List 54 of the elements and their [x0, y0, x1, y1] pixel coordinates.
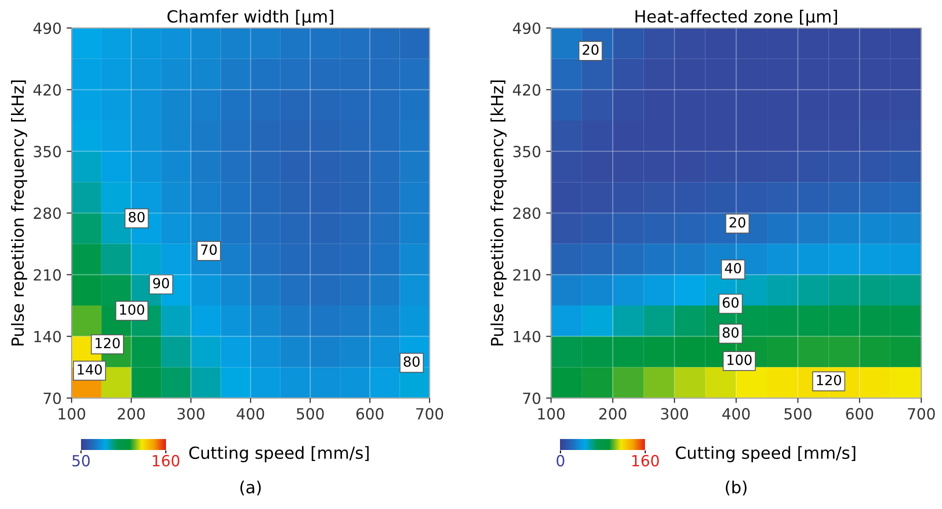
text: (a) — [240, 480, 261, 496]
annotation: 70 — [201, 244, 217, 255]
chart-title: Heat-affected zone [µm] — [636, 10, 837, 26]
color-bar-label: 50 — [72, 454, 90, 466]
annotation: 120 — [96, 338, 120, 348]
x-axis-title: Cutting speed [mm/s] — [676, 446, 856, 462]
y-tick-label: 70 — [44, 392, 61, 404]
annotation: 90 — [153, 278, 169, 288]
annotation: 80 — [404, 356, 420, 367]
annotation: 80 — [722, 327, 739, 338]
x-tick-label: 200 — [118, 408, 145, 420]
annotation: 140 — [78, 364, 102, 375]
color-bar-label: 160 — [152, 454, 180, 466]
y-tick-label: 280 — [34, 207, 61, 220]
annotation: 80 — [128, 212, 145, 222]
x-tick-label: 400 — [236, 408, 264, 420]
x-tick-label: 300 — [177, 408, 204, 420]
annotation: 20 — [582, 44, 598, 55]
y-tick-label: 210 — [34, 269, 61, 281]
x-tick-label: 700 — [416, 408, 444, 420]
y-axis-title: Pulse repetition frequency [kHz] — [11, 80, 28, 346]
x-tick-label: 400 — [722, 408, 750, 420]
y-tick-label: 210 — [513, 269, 540, 281]
y-tick-label: 280 — [513, 207, 540, 220]
annotation: 100 — [120, 304, 144, 315]
y-tick-label: 70 — [523, 392, 540, 404]
x-tick-label: 600 — [846, 408, 874, 420]
y-tick-label: 420 — [512, 84, 540, 96]
x-tick-label: 700 — [908, 408, 935, 420]
color-bar-label: 160 — [632, 454, 659, 466]
annotation: 120 — [816, 374, 842, 386]
y-tick-label: 140 — [34, 330, 61, 342]
chart-title: Chamfer width [µm] — [168, 10, 334, 26]
y-tick-label: 350 — [513, 146, 540, 158]
annotation: 20 — [730, 217, 746, 228]
y-tick-label: 490 — [33, 22, 61, 34]
annotation: 40 — [724, 262, 741, 274]
y-axis-title: Pulse repetition frequency [kHz] — [490, 80, 507, 346]
y-tick-label: 140 — [514, 330, 540, 342]
x-tick-label: 500 — [784, 408, 812, 420]
x-tick-label: 100 — [58, 408, 86, 420]
y-tick-label: 350 — [34, 146, 61, 158]
x-tick-label: 200 — [599, 408, 626, 420]
annotation: 100 — [728, 354, 752, 366]
x-tick-label: 600 — [356, 408, 384, 420]
y-tick-label: 490 — [512, 22, 540, 34]
x-tick-label: 100 — [538, 408, 565, 420]
x-tick-label: 300 — [661, 408, 688, 420]
x-axis-title: Cutting speed [mm/s] — [189, 446, 369, 462]
y-tick-label: 420 — [33, 84, 61, 96]
x-tick-label: 500 — [296, 408, 324, 420]
text: (b) — [726, 480, 747, 496]
color-bar-label: 0 — [556, 454, 564, 466]
annotation: 60 — [722, 297, 739, 308]
